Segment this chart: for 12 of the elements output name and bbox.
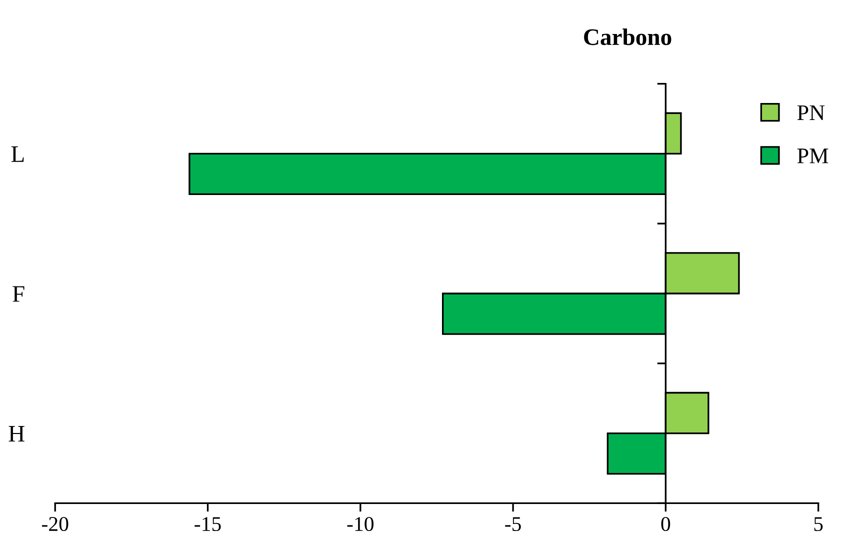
- x-tick-label: -10: [347, 516, 374, 532]
- legend-label: PM: [797, 148, 828, 164]
- legend-label: PN: [797, 105, 825, 120]
- y-tick-label: H: [8, 426, 24, 442]
- x-tick-label: -20: [42, 516, 68, 532]
- chart-title: Carbono: [584, 28, 672, 46]
- x-tick-label: 0: [661, 516, 670, 532]
- x-tick-label: -15: [194, 517, 221, 532]
- x-tick-label: -5: [505, 517, 521, 532]
- y-tick-label: F: [12, 286, 24, 302]
- x-tick-label: 5: [814, 517, 823, 532]
- y-tick-label: L: [11, 146, 24, 162]
